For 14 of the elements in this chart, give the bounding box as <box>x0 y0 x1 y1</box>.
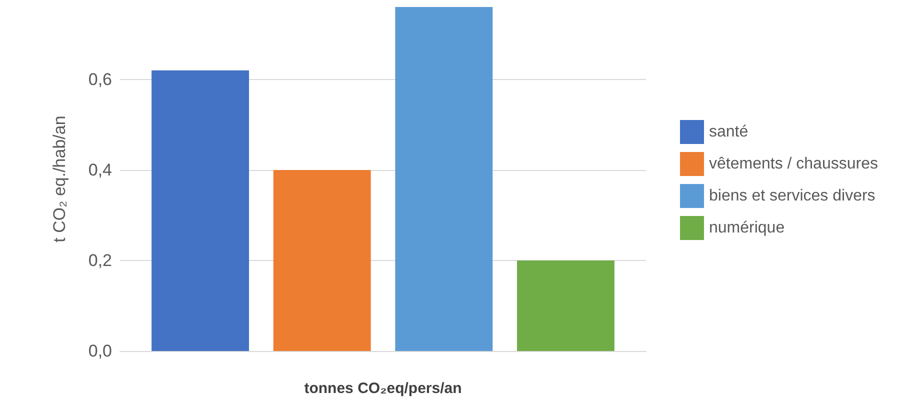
bar <box>152 70 250 351</box>
legend-label: numérique <box>709 220 785 236</box>
bar <box>395 7 493 351</box>
y-axis-title: t CO₂ eq./hab/an <box>50 116 69 242</box>
y-tick-label: 0,4 <box>88 160 112 180</box>
legend-label: biens et services divers <box>709 188 876 204</box>
y-tick-label: 0,6 <box>88 70 112 89</box>
y-tick-label: 0,2 <box>88 250 112 270</box>
legend-label: santé <box>709 124 748 140</box>
bar <box>273 170 371 351</box>
x-axis-title: tonnes CO₂eq/pers/an <box>304 380 462 397</box>
legend-label: vêtements / chaussures <box>709 156 878 172</box>
bar <box>516 260 614 351</box>
y-tick-label: 0,0 <box>88 342 112 360</box>
